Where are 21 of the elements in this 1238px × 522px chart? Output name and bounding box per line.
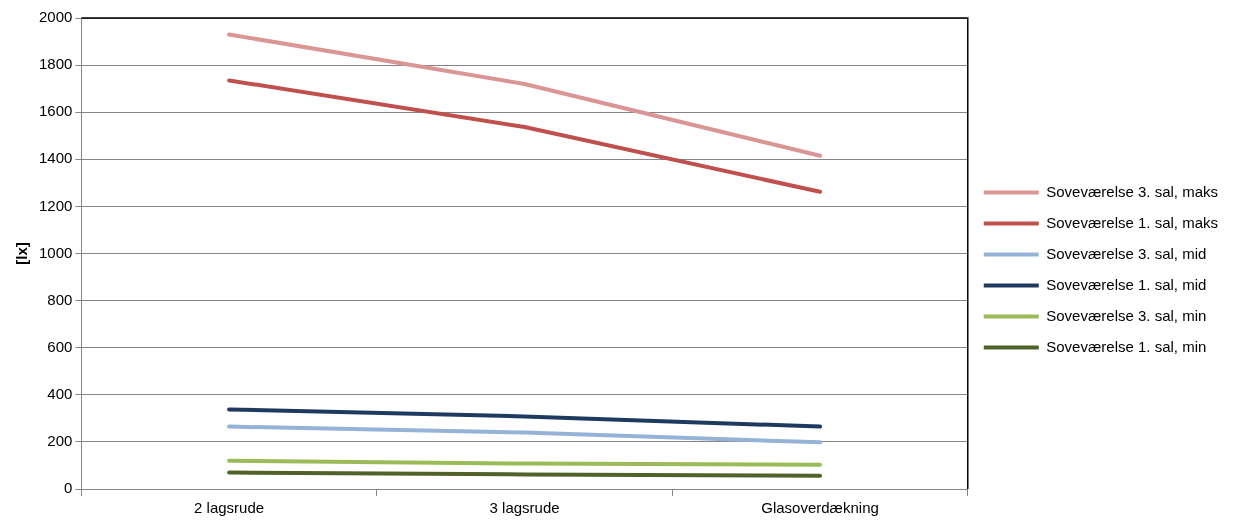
y-tick-label: 2000: [38, 8, 73, 26]
legend-label: Soveværelse 1. sal, mid: [1046, 275, 1207, 293]
legend-label: Soveværelse 3. sal, mid: [1046, 244, 1207, 262]
y-tick-label: 1400: [38, 149, 73, 167]
legend-label: Soveværelse 3. sal, min: [1046, 306, 1207, 324]
y-tick-label: 800: [47, 290, 73, 308]
y-tick-label: 1000: [38, 243, 73, 261]
y-tick-label: 1600: [38, 102, 73, 120]
x-tick-label: Glasoverdækning: [761, 499, 879, 517]
legend-label: Soveværelse 1. sal, min: [1046, 337, 1207, 355]
legend-label: Soveværelse 1. sal, maks: [1046, 213, 1218, 231]
y-tick-label: 1200: [38, 196, 73, 214]
x-tick-label: 3 lagsrude: [489, 499, 560, 517]
x-tick-label: 2 lagsrude: [194, 499, 265, 517]
y-axis-title: [lx]: [13, 242, 31, 265]
y-tick-label: 600: [47, 337, 73, 355]
legend-label: Soveværelse 3. sal, maks: [1046, 182, 1218, 200]
y-tick-label: 200: [47, 432, 73, 450]
y-tick-label: 0: [64, 479, 73, 497]
y-tick-label: 1800: [38, 55, 73, 73]
y-tick-label: 400: [47, 384, 73, 402]
